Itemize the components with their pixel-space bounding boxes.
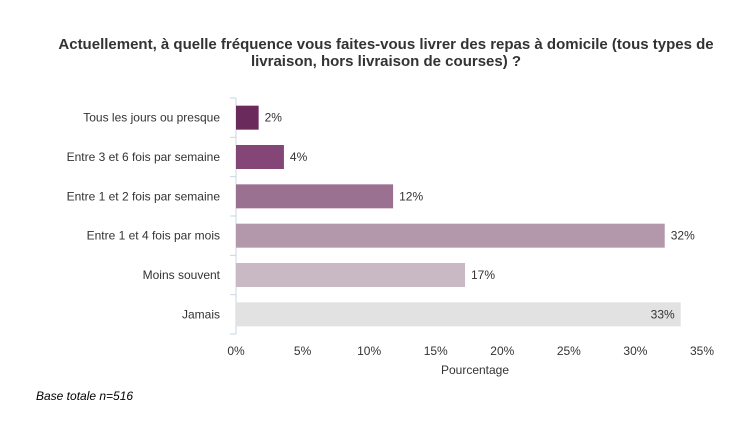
- data-label: 2%: [265, 111, 283, 125]
- chart-title-line-2: livraison, hors livraison de courses) ?: [251, 53, 521, 70]
- x-tick-label: 10%: [357, 344, 381, 358]
- plot-area: Tous les jours ou presque 2% Entre 3 et 6 …: [67, 97, 714, 358]
- x-tick-label: 20%: [490, 344, 514, 358]
- x-tick-label: 15%: [424, 344, 448, 358]
- data-label: 32%: [671, 229, 695, 243]
- x-tick-label: 0%: [227, 344, 245, 358]
- x-axis-label: Pourcentage: [441, 363, 509, 377]
- data-label: 33%: [651, 307, 675, 321]
- bar-4: [236, 223, 665, 248]
- bar-2: [236, 145, 284, 169]
- category-label: Entre 1 et 4 fois par mois: [87, 229, 220, 243]
- bar-3: [236, 184, 394, 209]
- category-label: Moins souvent: [143, 268, 221, 282]
- x-tick-label: 35%: [690, 344, 714, 358]
- footnote: Base totale n=516: [36, 389, 134, 403]
- x-tick-label: 25%: [557, 344, 581, 358]
- category-label: Entre 1 et 2 fois par semaine: [67, 189, 221, 203]
- bar-5: [236, 263, 466, 287]
- bar-1: [236, 105, 259, 130]
- category-label: Tous les jours ou presque: [83, 111, 220, 125]
- x-tick-label: 5%: [294, 344, 312, 358]
- data-label: 4%: [290, 150, 308, 164]
- chart-title-line-1: Actuellement, à quelle fréquence vous fa…: [58, 36, 713, 53]
- category-label: Jamais: [182, 307, 220, 321]
- bar-6: [236, 302, 681, 327]
- x-tick-label: 30%: [623, 344, 647, 358]
- data-label: 12%: [399, 189, 423, 203]
- data-label: 17%: [471, 268, 495, 282]
- category-label: Entre 3 et 6 fois par semaine: [67, 150, 221, 164]
